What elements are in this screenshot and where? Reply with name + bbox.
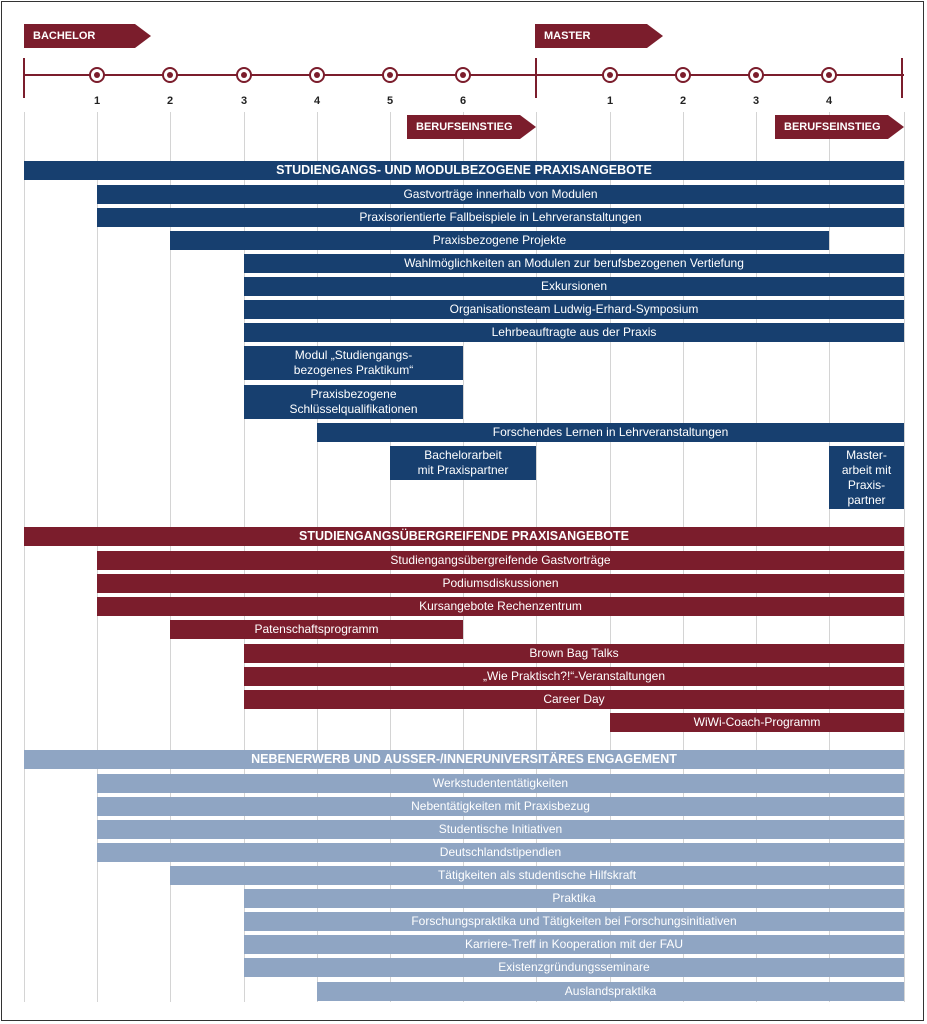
offer-bar: Podiumsdiskussionen	[97, 574, 904, 593]
offer-bar: Forschendes Lernen in Lehrveranstaltunge…	[317, 423, 904, 442]
berufseinstieg-master-flag: BERUFSEINSTIEG	[775, 115, 904, 139]
offer-bar: WiWi-Coach-Programm	[610, 713, 904, 732]
axis-tick	[535, 58, 537, 98]
offer-bar: Modul „Studiengangs-bezogenes Praktikum“	[244, 346, 463, 380]
offer-bar: Studiengangsübergreifende Gastvorträge	[97, 551, 904, 570]
bachelor-flag: BACHELOR	[24, 24, 151, 48]
offer-bar: Studentische Initiativen	[97, 820, 904, 839]
offer-bar: Praxisbezogene Schlüsselqualifikationen	[244, 385, 463, 419]
semester-dot	[236, 67, 252, 83]
section-header: STUDIENGANGS- UND MODULBEZOGENE PRAXISAN…	[24, 161, 904, 180]
offer-bar: Praktika	[244, 889, 904, 908]
axis-tick	[901, 58, 903, 98]
semester-number: 6	[459, 95, 467, 107]
berufseinstieg-bachelor-flag: BERUFSEINSTIEG	[407, 115, 536, 139]
offer-bar: Lehrbeauftragte aus der Praxis	[244, 323, 904, 342]
offer-bar: Existenzgründungsseminare	[244, 958, 904, 977]
semester-number: 4	[313, 95, 321, 107]
offer-bar: Master-arbeit mit Praxis-partner	[829, 446, 904, 509]
semester-dot	[382, 67, 398, 83]
berufseinstieg-master-label: BERUFSEINSTIEG	[784, 121, 881, 133]
semester-dot	[309, 67, 325, 83]
semester-number: 2	[679, 95, 687, 107]
offer-bar: „Wie Praktisch?!“-Veranstaltungen	[244, 667, 904, 686]
master-label: MASTER	[544, 30, 591, 42]
offer-bar: Praxisorientierte Fallbeispiele in Lehrv…	[97, 208, 904, 227]
offer-bar: Bachelorarbeit mit Praxispartner	[390, 446, 536, 480]
axis-tick	[23, 58, 25, 98]
offer-bar: Werkstudententätigkeiten	[97, 774, 904, 793]
semester-dot	[162, 67, 178, 83]
section-header: NEBENERWERB UND AUSSER-/INNERUNIVERSITÄR…	[24, 750, 904, 769]
offer-bar: Nebentätigkeiten mit Praxisbezug	[97, 797, 904, 816]
offer-bar: Deutschlandstipendien	[97, 843, 904, 862]
semester-dot	[675, 67, 691, 83]
semester-dot	[455, 67, 471, 83]
offer-bar: Organisationsteam Ludwig-Erhard-Symposiu…	[244, 300, 904, 319]
grid-line	[24, 112, 25, 1002]
semester-number: 2	[166, 95, 174, 107]
semester-dot	[602, 67, 618, 83]
semester-dot	[748, 67, 764, 83]
offer-bar: Forschungspraktika und Tätigkeiten bei F…	[244, 912, 904, 931]
berufseinstieg-bachelor-label: BERUFSEINSTIEG	[416, 121, 513, 133]
semester-number: 5	[386, 95, 394, 107]
semester-number: 3	[752, 95, 760, 107]
offer-bar: Gastvorträge innerhalb von Modulen	[97, 185, 904, 204]
semester-dot	[89, 67, 105, 83]
semester-number: 1	[93, 95, 101, 107]
offer-bar: Praxisbezogene Projekte	[170, 231, 829, 250]
bachelor-label: BACHELOR	[33, 30, 96, 42]
offer-bar: Career Day	[244, 690, 904, 709]
offer-bar: Tätigkeiten als studentische Hilfskraft	[170, 866, 904, 885]
master-flag: MASTER	[535, 24, 663, 48]
semester-number: 1	[606, 95, 614, 107]
offer-bar: Auslandspraktika	[317, 982, 904, 1001]
grid-line	[904, 112, 905, 1002]
offer-bar: Patenschaftsprogramm	[170, 620, 463, 639]
offer-bar: Wahlmöglichkeiten an Modulen zur berufsb…	[244, 254, 904, 273]
offer-bar: Exkursionen	[244, 277, 904, 296]
offer-bar: Kursangebote Rechenzentrum	[97, 597, 904, 616]
offer-bar: Karriere-Treff in Kooperation mit der FA…	[244, 935, 904, 954]
semester-number: 3	[240, 95, 248, 107]
offer-bar: Brown Bag Talks	[244, 644, 904, 663]
semester-number: 4	[825, 95, 833, 107]
section-header: STUDIENGANGSÜBERGREIFENDE PRAXISANGEBOTE	[24, 527, 904, 546]
semester-dot	[821, 67, 837, 83]
